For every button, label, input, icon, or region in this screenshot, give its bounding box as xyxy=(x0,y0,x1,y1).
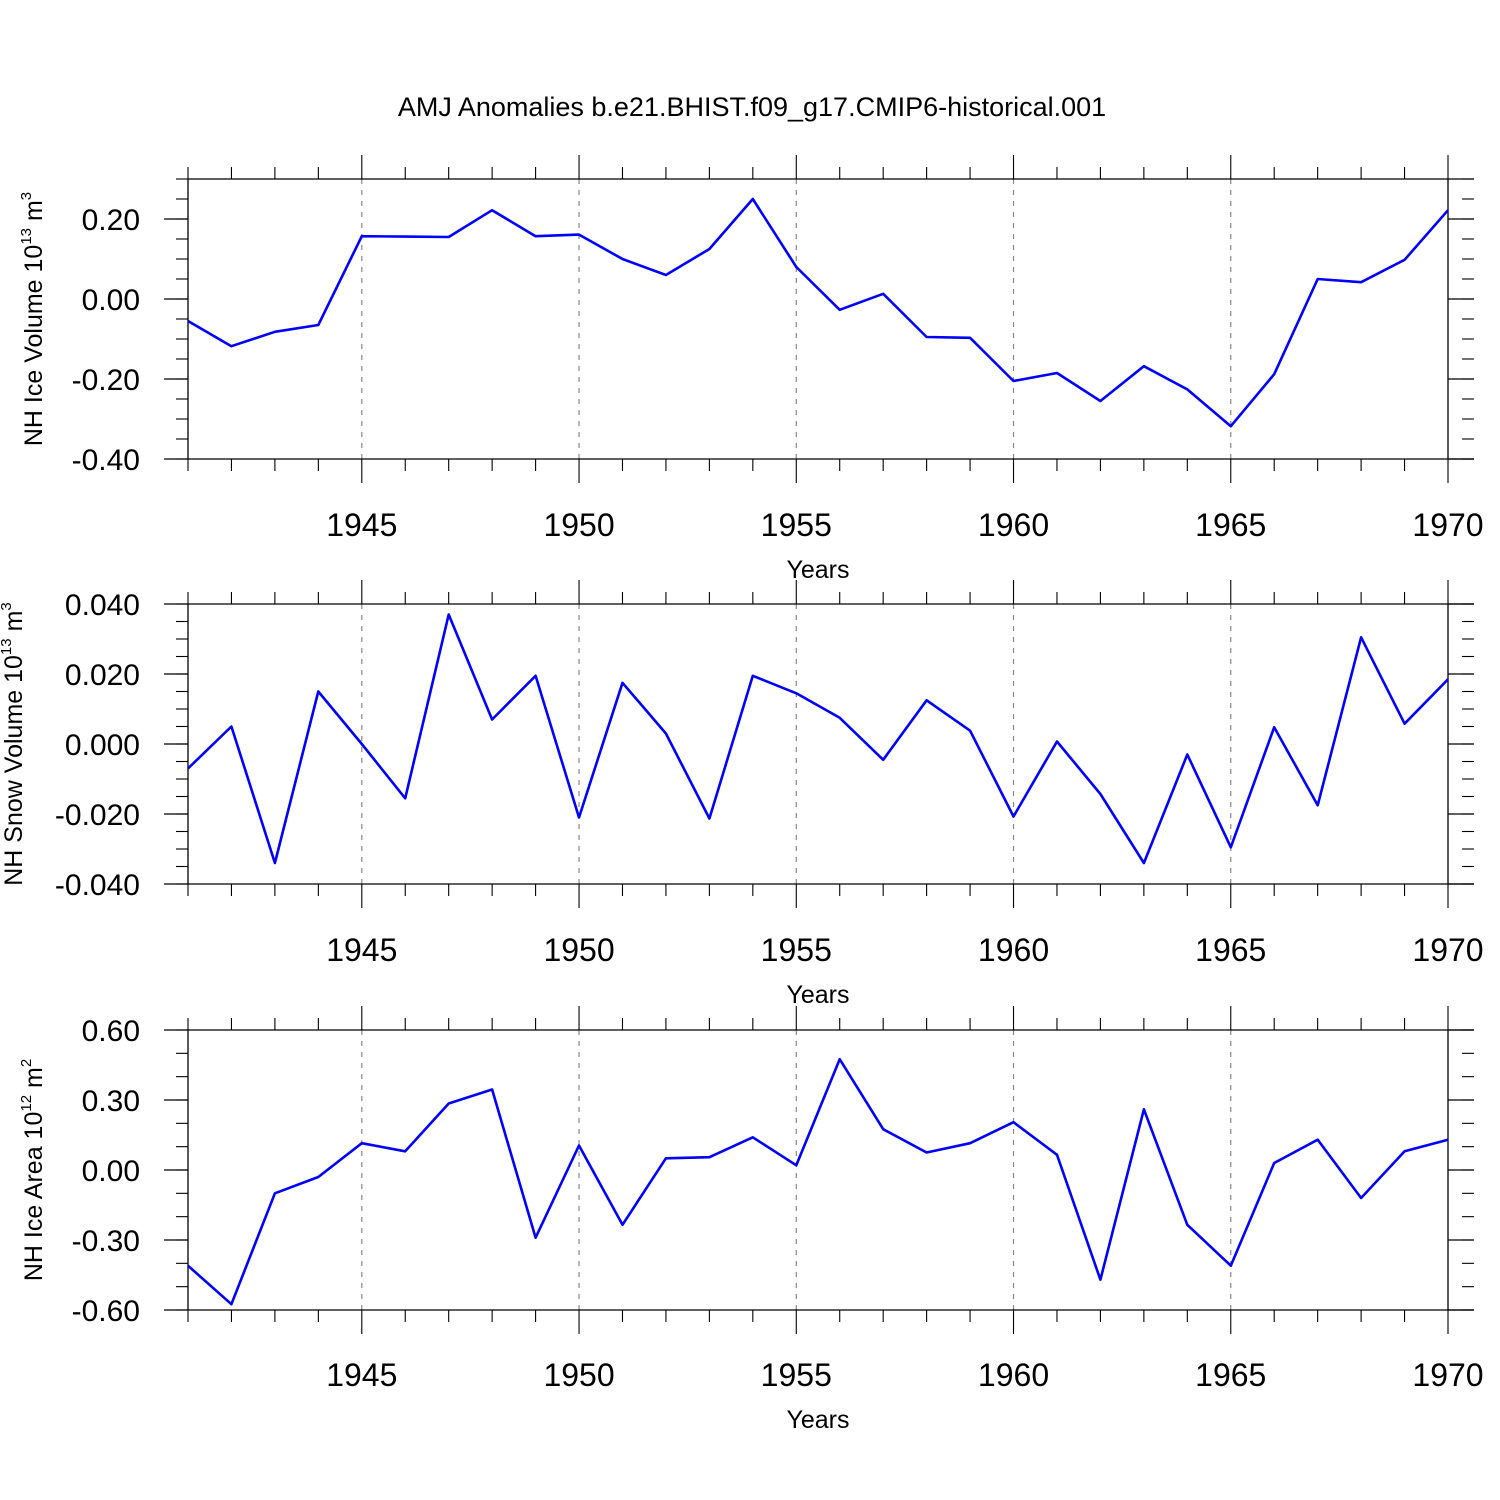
y-tick-label: 0.00 xyxy=(82,284,140,317)
x-axis-title: Years xyxy=(786,981,849,1009)
y-axis-title-text: NH Ice Volume 10 xyxy=(20,245,48,447)
y-axis-title-unit-exp: 2 xyxy=(18,1059,35,1067)
y-axis-title-unit: m xyxy=(0,611,28,639)
x-tick-label: 1960 xyxy=(978,507,1049,543)
y-tick-label: -0.020 xyxy=(55,799,140,832)
x-tick-label: 1965 xyxy=(1195,932,1266,968)
y-tick-label: 0.20 xyxy=(82,204,140,237)
y-axis-title-exp: 13 xyxy=(18,228,35,245)
x-tick-label: 1950 xyxy=(543,507,614,543)
x-tick-label: 1945 xyxy=(326,932,397,968)
y-tick-label: -0.60 xyxy=(72,1295,140,1328)
y-axis-title-text: NH Snow Volume 10 xyxy=(0,655,28,886)
chart-panel-3: -0.60 -0.30 0.00 0.30 0.60 1945 1950 1955 1960 19… xyxy=(18,1006,1484,1434)
y-axis-title: NH Ice Volume 1013 m3 xyxy=(18,192,48,446)
y-tick-label: 0.000 xyxy=(65,729,140,762)
y-axis-title-unit: m xyxy=(20,1067,48,1095)
chart-panel-2: -0.040 -0.020 0.000 0.020 0.040 1945 1950 1955 1… xyxy=(0,580,1484,1009)
y-tick-label: 0.60 xyxy=(82,1015,140,1048)
x-tick-label: 1955 xyxy=(761,932,832,968)
y-axis-title-exp: 13 xyxy=(0,638,15,655)
y-axis-title: NH Ice Area 1012 m2 xyxy=(18,1059,48,1281)
x-tick-label: 1960 xyxy=(978,1357,1049,1393)
series-line xyxy=(187,1057,1449,1306)
y-axis-title: NH Snow Volume 1013 m3 xyxy=(0,602,28,886)
x-tick-label: 1965 xyxy=(1195,1357,1266,1393)
x-tick-label: 1960 xyxy=(978,932,1049,968)
x-tick-label: 1970 xyxy=(1412,1357,1483,1393)
x-tick-label: 1945 xyxy=(326,507,397,543)
x-tick-label: 1945 xyxy=(326,1357,397,1393)
x-tick-label: 1970 xyxy=(1412,507,1483,543)
y-axis-title-unit-exp: 3 xyxy=(0,602,15,610)
x-axis-title: Years xyxy=(786,556,849,584)
y-axis-title-text: NH Ice Area 10 xyxy=(20,1112,48,1282)
y-axis-title-unit-exp: 3 xyxy=(18,192,35,200)
series-line xyxy=(187,613,1449,865)
y-tick-label: -0.040 xyxy=(55,869,140,902)
y-tick-label: -0.30 xyxy=(72,1225,140,1258)
y-tick-label: 0.00 xyxy=(82,1155,140,1188)
chart-panel-1: -0.40 -0.20 0.00 0.20 1945 1950 1955 1960 1965 19… xyxy=(18,155,1484,584)
y-tick-label: 0.040 xyxy=(65,589,140,622)
y-tick-label: 0.30 xyxy=(82,1085,140,1118)
x-tick-label: 1955 xyxy=(761,1357,832,1393)
x-axis-title: Years xyxy=(786,1406,849,1434)
chart-title: AMJ Anomalies b.e21.BHIST.f09_g17.CMIP6-… xyxy=(398,92,1106,122)
y-axis-title-exp: 12 xyxy=(18,1095,35,1112)
x-tick-label: 1955 xyxy=(761,507,832,543)
x-tick-label: 1965 xyxy=(1195,507,1266,543)
y-axis-title-unit: m xyxy=(20,200,48,228)
y-tick-label: -0.20 xyxy=(72,364,140,397)
x-tick-label: 1950 xyxy=(543,932,614,968)
y-tick-label: 0.020 xyxy=(65,659,140,692)
series-line xyxy=(187,197,1449,428)
x-tick-label: 1970 xyxy=(1412,932,1483,968)
x-tick-label: 1950 xyxy=(543,1357,614,1393)
y-tick-label: -0.40 xyxy=(72,444,140,477)
